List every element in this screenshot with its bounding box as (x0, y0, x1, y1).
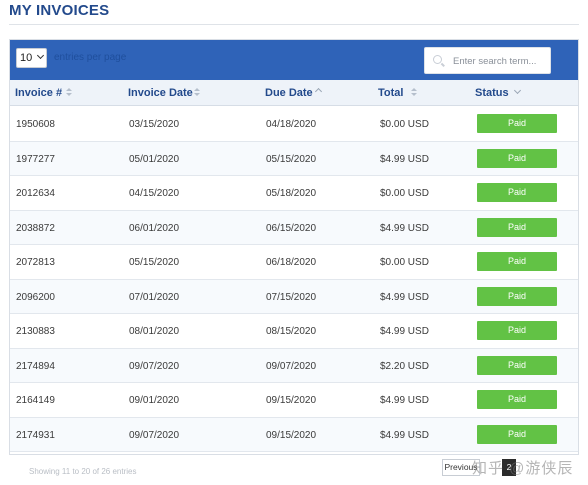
invoice-date: 09/01/2020 (129, 395, 180, 406)
entries-per-page-select[interactable]: 10 (16, 48, 47, 68)
due-date: 05/15/2020 (266, 153, 317, 165)
watermark: 知乎 @游侠辰 (472, 460, 574, 477)
status-badge-paid[interactable]: Paid (477, 424, 557, 444)
invoice-date: 07/01/2020 (129, 291, 180, 303)
invoice-number: 2164149 (16, 395, 55, 406)
status-badge-paid[interactable]: Paid (477, 355, 557, 375)
invoice-total: $2.20 USD (380, 360, 429, 372)
column-header-due-date[interactable]: Due Date (265, 87, 313, 99)
table-row[interactable]: 2038872 06/01/2020 06/15/2020 $4.99 USD … (10, 210, 578, 245)
invoice-number: 2096200 (16, 291, 55, 303)
table-info: Showing 11 to 20 of 26 entries (29, 467, 137, 476)
due-date: 08/15/2020 (266, 326, 317, 337)
invoice-date: 04/15/2020 (129, 188, 180, 199)
invoice-number: 1977277 (16, 153, 55, 165)
title-divider (9, 24, 579, 25)
table-row[interactable]: 1950608 03/15/2020 04/18/2020 $0.00 USD … (10, 107, 578, 142)
status-badge-paid[interactable]: Paid (477, 217, 557, 237)
invoice-total: $4.99 USD (380, 291, 429, 303)
status-badge-paid[interactable]: Paid (477, 390, 557, 409)
invoice-number: 2174894 (16, 360, 55, 372)
invoice-date: 09/07/2020 (129, 360, 180, 372)
page-title: MY INVOICES (9, 2, 110, 19)
due-date: 09/07/2020 (266, 360, 317, 372)
due-date: 05/18/2020 (266, 188, 317, 199)
invoice-total: $4.99 USD (380, 395, 429, 406)
invoice-number: 2174931 (16, 429, 55, 441)
due-date: 09/15/2020 (266, 395, 317, 406)
invoice-number: 1950608 (16, 119, 55, 130)
table-header: Invoice # Invoice Date Due Date Total St… (10, 80, 578, 106)
invoice-total: $4.99 USD (380, 153, 429, 165)
table-row[interactable]: 2164149 09/01/2020 09/15/2020 $4.99 USD … (10, 383, 578, 418)
status-badge-paid[interactable]: Paid (477, 321, 557, 340)
table-body: 1950608 03/15/2020 04/18/2020 $0.00 USD … (10, 107, 578, 452)
table-toolbar: 10 entries per page (10, 40, 578, 80)
invoice-number: 2130883 (16, 326, 55, 337)
page-button-current[interactable]: 2 (502, 459, 516, 476)
search-input[interactable] (453, 53, 548, 69)
sort-icon[interactable] (194, 88, 200, 98)
invoice-number: 2012634 (16, 188, 55, 199)
invoice-date: 06/01/2020 (129, 222, 180, 234)
due-date: 09/15/2020 (266, 429, 317, 441)
invoice-total: $0.00 USD (380, 257, 429, 268)
invoice-total: $4.99 USD (380, 326, 429, 337)
invoice-total: $4.99 USD (380, 222, 429, 234)
invoice-number: 2072813 (16, 257, 55, 268)
invoice-date: 03/15/2020 (129, 119, 180, 130)
due-date: 06/15/2020 (266, 222, 317, 234)
invoice-total: $4.99 USD (380, 429, 429, 441)
table-row[interactable]: 1977277 05/01/2020 05/15/2020 $4.99 USD … (10, 141, 578, 176)
status-badge-paid[interactable]: Paid (477, 183, 557, 202)
invoice-total: $0.00 USD (380, 119, 429, 130)
table-row[interactable]: 2072813 05/15/2020 06/18/2020 $0.00 USD … (10, 245, 578, 280)
table-row[interactable]: 2012634 04/15/2020 05/18/2020 $0.00 USD … (10, 176, 578, 211)
invoices-table-panel: 10 entries per page Invoice # Invoice Da… (9, 39, 579, 455)
invoice-date: 05/01/2020 (129, 153, 180, 165)
invoice-date: 09/07/2020 (129, 429, 180, 441)
status-badge-paid[interactable]: Paid (477, 114, 557, 133)
invoice-number: 2038872 (16, 222, 55, 234)
column-header-invoice-date[interactable]: Invoice Date (128, 87, 193, 99)
chevron-down-icon (36, 51, 45, 60)
sort-icon[interactable] (66, 88, 72, 98)
table-row[interactable]: 2130883 08/01/2020 08/15/2020 $4.99 USD … (10, 314, 578, 349)
entries-per-page-value: 10 (20, 52, 33, 64)
column-header-status[interactable]: Status (475, 87, 509, 99)
status-badge-paid[interactable]: Paid (477, 252, 557, 271)
search-icon (433, 55, 442, 64)
sort-descending-icon[interactable] (515, 88, 521, 92)
previous-page-button[interactable]: Previous (442, 459, 480, 476)
status-badge-paid[interactable]: Paid (477, 286, 557, 306)
invoice-date: 08/01/2020 (129, 326, 180, 337)
invoice-date: 05/15/2020 (129, 257, 180, 268)
column-header-total[interactable]: Total (378, 87, 404, 99)
column-header-invoice-number[interactable]: Invoice # (15, 87, 63, 99)
entries-per-page-label: entries per page (54, 52, 127, 63)
due-date: 04/18/2020 (266, 119, 317, 130)
table-row[interactable]: 2174931 09/07/2020 09/15/2020 $4.99 USD … (10, 417, 578, 452)
due-date: 07/15/2020 (266, 291, 317, 303)
sort-ascending-icon[interactable] (316, 89, 322, 93)
sort-icon[interactable] (411, 88, 417, 98)
table-row[interactable]: 2096200 07/01/2020 07/15/2020 $4.99 USD … (10, 279, 578, 314)
due-date: 06/18/2020 (266, 257, 317, 268)
invoice-total: $0.00 USD (380, 188, 429, 199)
table-row[interactable]: 2174894 09/07/2020 09/07/2020 $2.20 USD … (10, 348, 578, 383)
search-box[interactable] (424, 47, 551, 74)
status-badge-paid[interactable]: Paid (477, 148, 557, 168)
